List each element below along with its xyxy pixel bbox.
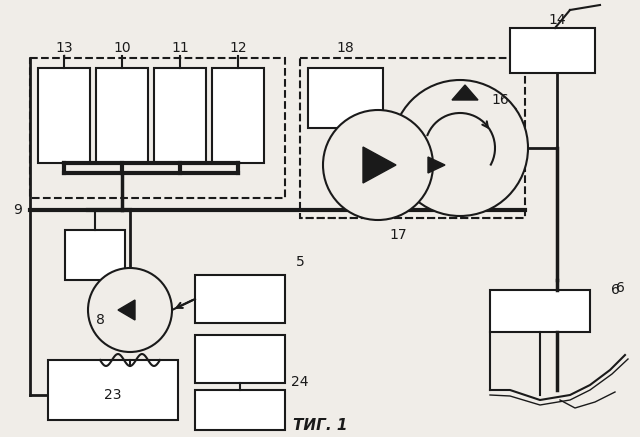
Polygon shape [452,85,478,100]
Bar [65,230,125,280]
Text: 13: 13 [55,41,73,55]
Text: 12: 12 [229,41,247,55]
Text: 17: 17 [389,228,407,242]
Bar [195,275,285,323]
Text: 10: 10 [113,41,131,55]
Text: 16: 16 [491,93,509,107]
Polygon shape [363,147,396,183]
Text: 6: 6 [611,283,620,297]
Text: 18: 18 [336,41,354,55]
Bar [510,28,595,73]
Bar [490,290,590,332]
Text: 5: 5 [296,255,305,269]
Polygon shape [428,157,445,173]
Text: 14: 14 [548,13,566,27]
Bar [195,335,285,383]
Bar [212,68,264,163]
Text: 6: 6 [616,281,625,295]
Text: 8: 8 [95,313,104,327]
Bar [195,390,285,430]
Bar [48,360,178,420]
Bar [154,68,206,163]
Bar [38,68,90,163]
Bar [30,58,285,198]
Text: 24: 24 [291,375,308,389]
Text: ΤИГ. 1: ΤИГ. 1 [292,417,348,433]
Circle shape [392,80,528,216]
Circle shape [323,110,433,220]
Polygon shape [118,300,135,320]
Bar [308,68,383,128]
Bar [300,58,525,218]
Circle shape [88,268,172,352]
Text: 23: 23 [104,388,122,402]
Bar [96,68,148,163]
Text: 11: 11 [171,41,189,55]
Text: 9: 9 [13,203,22,217]
